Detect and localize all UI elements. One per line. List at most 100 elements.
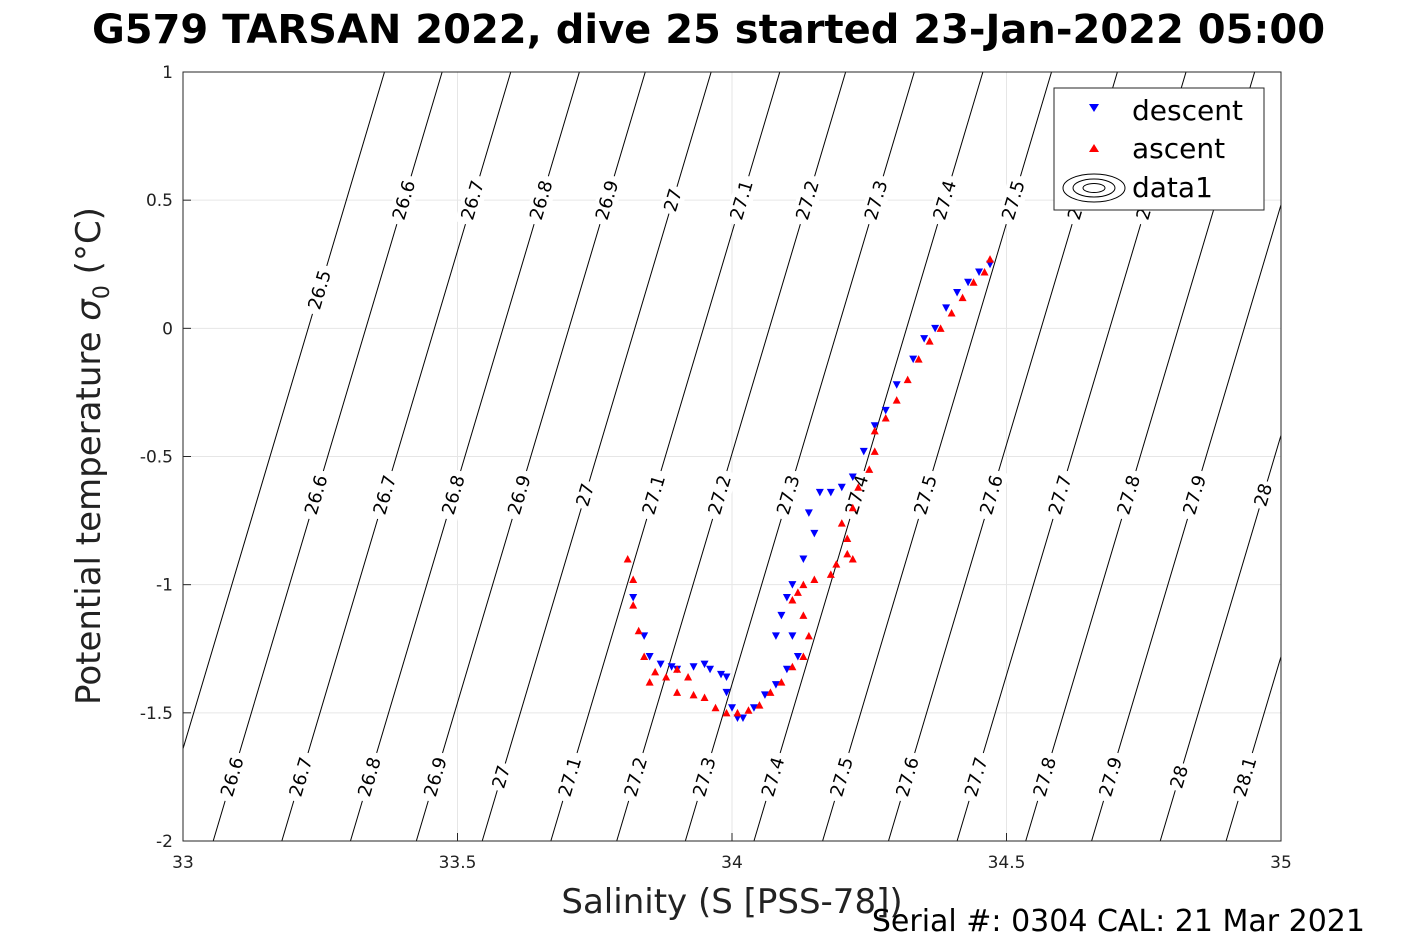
ascent-point [865,465,874,473]
ascent-point [788,596,797,604]
contour-line-26.5 [183,72,385,751]
descent-point [920,335,929,343]
descent-point [804,509,813,517]
ascent-point [673,688,682,696]
contour-label-text: 27.7 [961,755,993,799]
contour-label-bg [789,173,826,228]
contour-label-27.9: 27.9 [1092,749,1129,805]
contour-label-26.8: 26.8 [435,467,472,523]
descent-point [788,581,797,589]
ascent-point [689,690,698,699]
ascent-point [881,414,890,422]
contour-label-26.7: 26.7 [367,467,403,523]
contour-label-bg [858,173,894,228]
y-tick-label: -2 [156,832,173,852]
contour-label-27: 27 [570,478,600,512]
contour-label-text: 27.8 [1113,473,1145,517]
ascent-point [766,688,775,696]
contour-label-26.5: 26.5 [301,262,338,317]
ascent-point [958,293,967,302]
ascent-point [854,483,863,491]
contour-label-27.1: 27.1 [636,467,672,523]
contour-label-bg [454,173,491,228]
descent-point [909,355,918,364]
contour-label-bg [1227,749,1263,805]
ascent-point [947,308,956,317]
contour-label-bg [723,173,760,228]
ascent-point [755,701,764,709]
descent-point [700,660,709,669]
descent-point [656,660,665,669]
contour-line-28.1 [1225,654,1281,841]
ascent-point [848,503,857,512]
contour-label-26.7: 26.7 [454,173,491,228]
ascent-point [651,667,660,676]
contour-label-text: 27.5 [910,473,942,517]
contour-label-27.8: 27.8 [1027,749,1063,805]
legend-ascent-marker [1089,144,1099,152]
contour-label-bg [386,173,422,228]
contour-label-text: 26.8 [438,473,470,517]
contour-label-bg [636,467,672,523]
contour-label-bg [351,749,388,805]
contour-label-text: 27.8 [1029,755,1061,799]
contour-label-28: 28 [1248,478,1278,512]
descent-point [859,447,868,456]
contour-label-27.3: 27.3 [770,467,807,523]
contour-label-26.6: 26.6 [298,467,334,523]
ascent-point [662,672,671,681]
y-tick-label: -1.5 [140,704,173,724]
chart-title: G579 TARSAN 2022, dive 25 started 23-Jan… [91,7,1326,53]
contour-label-text: 27.7 [1045,473,1077,517]
descent-point [722,688,731,697]
contour-label-text: 27.1 [639,473,671,517]
contour-label-bg [214,749,250,805]
descent-point [738,714,747,722]
legend-descent-label: descent [1132,94,1243,127]
descent-point [706,665,715,674]
contour-label-text: 27.4 [758,755,790,799]
ascent-point [634,626,643,635]
ascent-point [793,588,802,596]
contour-label-bg [927,173,963,228]
ascent-point [925,337,934,345]
ascent-point [843,534,852,543]
descent-point [782,665,791,674]
ascent-point [640,652,649,660]
descent-point [964,278,973,287]
descent-point [728,704,736,712]
descent-point [870,422,879,430]
contour-label-text: 26.8 [354,755,386,799]
contour-label-27.7: 27.7 [958,749,994,805]
contour-label-bg [1248,478,1278,512]
descent-point [837,483,846,492]
contour-line-27.9 [1091,203,1281,841]
contour-label-26.7: 26.7 [283,749,319,805]
descent-point [881,406,890,415]
descent-point [826,488,835,497]
descent-point [815,488,824,497]
descent-point [931,324,940,333]
contour-label-text: 27.6 [892,755,924,799]
descent-point [717,670,726,679]
ascent-point [980,267,989,276]
data-series [623,255,995,722]
ascent-point [870,426,879,435]
contour-label-bg [686,749,723,805]
contour-label-27.8: 27.8 [1111,467,1147,523]
contour-label-bg [417,749,454,805]
ascent-point [810,575,819,584]
contour-label-27.6: 27.6 [973,467,1010,523]
contour-label-27: 27 [486,760,516,794]
ascent-point [744,706,753,714]
descent-point [777,611,786,620]
contour-label-27.5: 27.5 [907,467,944,523]
contour-label-bg [907,467,944,523]
ascent-point [870,447,879,455]
ascent-point [788,662,797,671]
y-axis-label: Potential temperature σ0 (°C) [69,207,115,705]
ascent-point [969,278,978,286]
contour-label-text: 26.5 [304,268,336,312]
ascent-point [629,575,638,584]
ascent-point [826,570,835,578]
